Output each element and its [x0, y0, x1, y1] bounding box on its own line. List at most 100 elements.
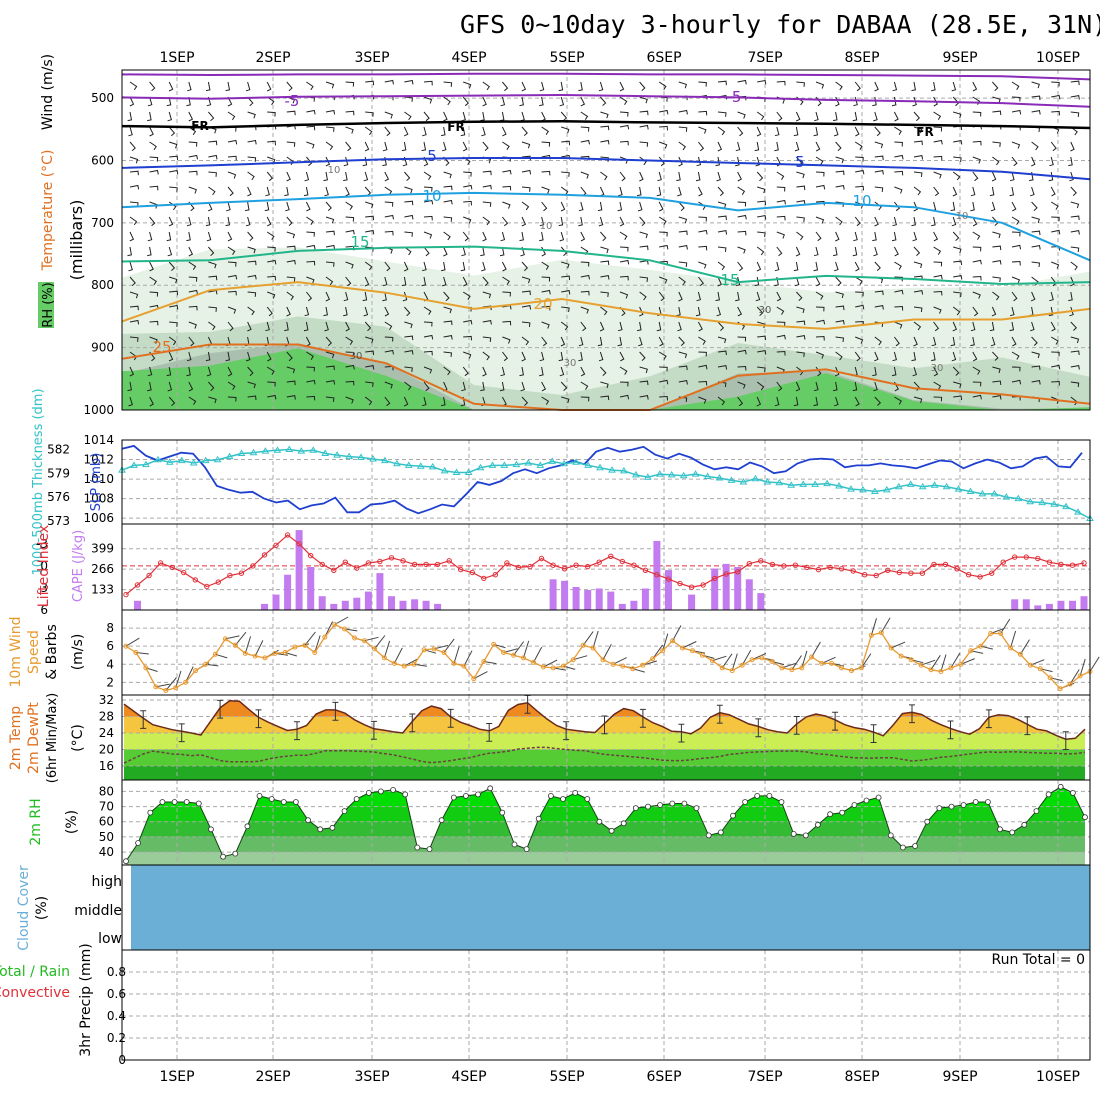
wind-speed-marker: [610, 661, 616, 667]
wind-barb: [384, 321, 393, 330]
wind-barb: [931, 201, 937, 212]
wind-barb: [421, 276, 427, 287]
wind-barb: [168, 201, 177, 211]
wind-barb: [970, 186, 976, 197]
wind-barb: [598, 216, 604, 227]
wind-barb: [992, 291, 1000, 301]
wind-speed-marker: [878, 630, 884, 636]
wind-barb: [853, 231, 858, 242]
wind-barb: [325, 396, 335, 402]
wind-barb: [205, 216, 211, 227]
wind-barb: [365, 80, 375, 86]
thickness-marker: [954, 485, 963, 492]
wind-barb: [1009, 171, 1015, 182]
rh-marker: [572, 790, 579, 796]
cape-bar: [399, 600, 407, 610]
wind-barb: [306, 216, 314, 225]
wind-barb: [463, 216, 472, 224]
wind-barb: [972, 381, 982, 387]
wind-barb: [639, 306, 644, 317]
thickness-marker: [560, 459, 569, 467]
wind-barb: [658, 81, 667, 90]
surface-wind-barb: [672, 625, 682, 641]
wind-barb: [188, 381, 194, 392]
li-marker: [1058, 561, 1064, 568]
li-marker: [792, 562, 799, 568]
wind-barb: [227, 171, 237, 179]
slp-axis-label: SLP (mb): [89, 453, 104, 512]
cape-bar: [307, 567, 315, 610]
surface-wind-barb: [721, 653, 733, 669]
wind-barb: [364, 396, 373, 406]
wind-barb: [245, 81, 251, 92]
wind-barb: [363, 171, 369, 182]
wind-barb: [188, 246, 194, 257]
thickness-marker: [297, 447, 306, 454]
wind-barb: [265, 186, 270, 197]
wind-barb: [600, 275, 610, 280]
wind-barb: [776, 321, 786, 327]
wind-barb: [578, 81, 583, 92]
rh-marker: [341, 808, 348, 814]
cape-bar: [618, 603, 626, 610]
wind-barb: [756, 171, 764, 182]
wind-barb: [619, 381, 629, 387]
thickness-marker: [428, 462, 437, 470]
wind-barb: [774, 141, 779, 152]
wind-speed-marker: [391, 660, 397, 666]
li-tick-label: 0: [40, 559, 48, 573]
wind-barb: [735, 276, 741, 287]
wind-barb: [345, 276, 352, 287]
wind-barb: [441, 126, 446, 137]
thickness-tick-label: 576: [47, 490, 70, 504]
wind-barb: [539, 366, 544, 377]
li-marker: [284, 532, 291, 538]
wind-barb: [891, 231, 897, 242]
wind-barb: [541, 321, 550, 329]
cape-bar: [641, 588, 649, 610]
cape-bar: [665, 570, 672, 610]
wind-speed-marker: [550, 665, 556, 671]
li-marker: [619, 558, 625, 565]
cape-bar: [595, 588, 603, 610]
wind-barb: [403, 126, 409, 137]
wind-barb: [443, 185, 453, 191]
wind-speed-marker: [222, 636, 228, 642]
wind-barb: [717, 215, 727, 221]
wind-barb: [793, 396, 799, 407]
wind-barb: [972, 171, 979, 182]
wind-barb: [659, 96, 668, 102]
wind-speed-marker: [600, 657, 606, 663]
wind-barb: [225, 81, 231, 92]
wind-barb: [539, 231, 544, 242]
rh-marker: [426, 846, 433, 852]
wind-barb: [560, 111, 568, 121]
surface-wind-barb: [930, 655, 941, 670]
wind-barb: [737, 171, 742, 182]
wind-barb: [678, 380, 688, 385]
wind-barb: [561, 140, 571, 146]
wind-barb: [188, 289, 198, 295]
rh-tick-label: 70: [99, 800, 114, 814]
wind-speed-marker: [849, 668, 854, 674]
wind-barb: [1070, 141, 1075, 152]
wind-barb: [659, 379, 669, 385]
wind-barb: [147, 111, 152, 122]
rh-marker: [997, 826, 1003, 833]
li-marker: [573, 562, 579, 568]
cape-bar: [272, 594, 280, 610]
wind-barb: [600, 395, 610, 401]
wind-barb: [1070, 365, 1080, 370]
wind-barb: [972, 246, 982, 252]
wind-barb: [1011, 216, 1020, 225]
wind-barb: [717, 350, 727, 356]
wind-barb: [364, 126, 373, 136]
wind-barb: [717, 111, 727, 117]
wind-barb: [911, 216, 916, 227]
wind-speed-marker: [401, 663, 407, 669]
wind-barb: [382, 276, 388, 287]
wind-barb: [384, 126, 391, 137]
thickness-marker: [548, 457, 557, 464]
wind-barb: [1031, 216, 1040, 224]
wind-barb: [461, 111, 466, 122]
